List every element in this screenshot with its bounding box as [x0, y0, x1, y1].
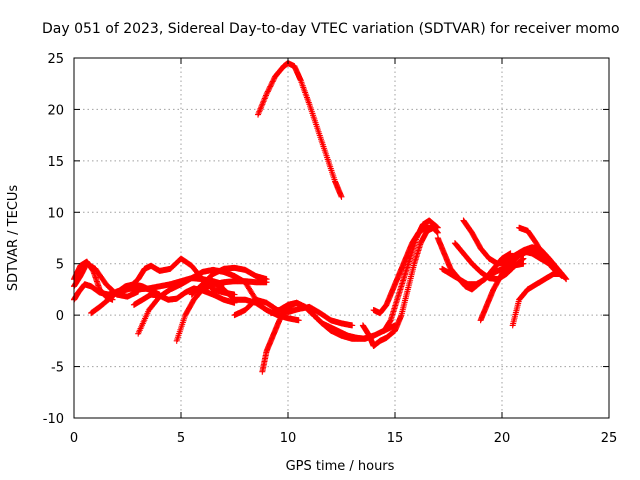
y-tick-label: 10 — [47, 206, 64, 221]
y-tick-label: 0 — [56, 309, 64, 324]
data-point — [349, 322, 356, 329]
data-point — [428, 224, 435, 231]
data-point — [338, 193, 345, 200]
data-point — [263, 276, 270, 283]
series-s14 — [255, 60, 345, 200]
series-s18 — [381, 217, 441, 334]
series-s16 — [359, 224, 441, 349]
y-tick-label: 5 — [56, 258, 64, 273]
axis-ticks: 0 5 10 15 20 25 -10 -5 0 5 10 15 20 25 — [43, 52, 618, 446]
data-point — [520, 260, 527, 267]
series-s11 — [199, 279, 302, 324]
data-point — [558, 273, 565, 280]
data-point — [520, 255, 527, 262]
series-s25 — [509, 271, 565, 329]
chart-title: Day 051 of 2023, Sidereal Day-to-day VTE… — [42, 21, 620, 37]
data-point — [434, 224, 441, 231]
series-s3 — [71, 260, 142, 300]
y-tick-label: 20 — [47, 103, 64, 118]
series-s26 — [516, 224, 565, 280]
data-point — [563, 276, 570, 283]
y-tick-label: -5 — [51, 361, 64, 376]
data-points — [71, 60, 570, 375]
x-axis-label: GPS time / hours — [286, 459, 395, 474]
x-tick-label: 10 — [280, 431, 297, 446]
grid-lines — [74, 58, 609, 418]
data-point — [295, 317, 302, 324]
y-tick-label: 25 — [47, 52, 64, 67]
data-point — [562, 275, 569, 282]
y-tick-label: 15 — [47, 155, 64, 170]
x-tick-label: 15 — [387, 431, 404, 446]
data-point — [434, 229, 441, 236]
plot-frame — [73, 57, 610, 419]
x-tick-label: 0 — [70, 431, 78, 446]
y-tick-label: -10 — [43, 412, 64, 427]
x-tick-label: 25 — [601, 431, 618, 446]
data-point — [507, 250, 514, 257]
y-axis-label: SDTVAR / TECUs — [6, 185, 21, 292]
x-tick-label: 20 — [494, 431, 511, 446]
x-tick-label: 5 — [177, 431, 185, 446]
series-s10 — [188, 264, 270, 298]
